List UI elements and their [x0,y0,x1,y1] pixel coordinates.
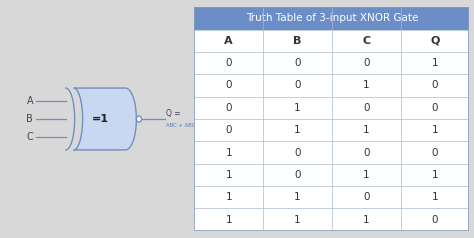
Text: 0: 0 [363,192,369,202]
Text: 1: 1 [294,103,301,113]
Text: 1: 1 [226,215,232,225]
Text: 0: 0 [294,148,301,158]
Text: 0: 0 [294,80,301,90]
FancyBboxPatch shape [194,74,469,97]
Text: =1: =1 [92,114,109,124]
Text: 0: 0 [294,170,301,180]
Text: 0: 0 [363,58,369,68]
FancyBboxPatch shape [194,208,469,231]
Text: A: A [224,36,233,46]
FancyBboxPatch shape [194,119,469,141]
FancyBboxPatch shape [194,186,469,208]
Text: B: B [293,36,301,46]
Text: 1: 1 [432,125,438,135]
FancyBboxPatch shape [194,30,469,52]
Polygon shape [73,88,137,150]
Text: 1: 1 [226,170,232,180]
FancyBboxPatch shape [194,52,469,74]
Text: 0: 0 [432,148,438,158]
Text: 0: 0 [294,58,301,68]
Text: Q: Q [430,36,439,46]
Circle shape [137,116,142,122]
Text: 0: 0 [226,80,232,90]
FancyBboxPatch shape [194,7,469,231]
Text: 1: 1 [226,148,232,158]
Text: 1: 1 [432,170,438,180]
Text: 1: 1 [226,192,232,202]
Text: 1: 1 [294,192,301,202]
Text: 1: 1 [432,192,438,202]
Text: 1: 1 [294,215,301,225]
FancyBboxPatch shape [194,97,469,119]
Text: 0: 0 [363,103,369,113]
Text: ABC + ABC + ABC + ABC: ABC + ABC + ABC + ABC [166,123,233,128]
Text: B: B [27,114,33,124]
Text: 0: 0 [432,215,438,225]
Text: 1: 1 [363,125,369,135]
Text: 1: 1 [363,170,369,180]
Text: 0: 0 [432,80,438,90]
Text: C: C [362,36,370,46]
Text: Truth Table of 3-input XNOR Gate: Truth Table of 3-input XNOR Gate [246,13,418,23]
Text: 1: 1 [294,125,301,135]
Text: 0: 0 [226,58,232,68]
Text: 1: 1 [363,215,369,225]
FancyBboxPatch shape [194,141,469,164]
Text: A: A [27,96,33,106]
Text: Q =: Q = [166,109,181,118]
Text: 0: 0 [363,148,369,158]
Text: 0: 0 [432,103,438,113]
Text: 0: 0 [226,103,232,113]
Text: 1: 1 [432,58,438,68]
Text: 0: 0 [226,125,232,135]
Text: 1: 1 [363,80,369,90]
Text: C: C [27,132,33,142]
FancyBboxPatch shape [194,7,469,30]
FancyBboxPatch shape [194,164,469,186]
